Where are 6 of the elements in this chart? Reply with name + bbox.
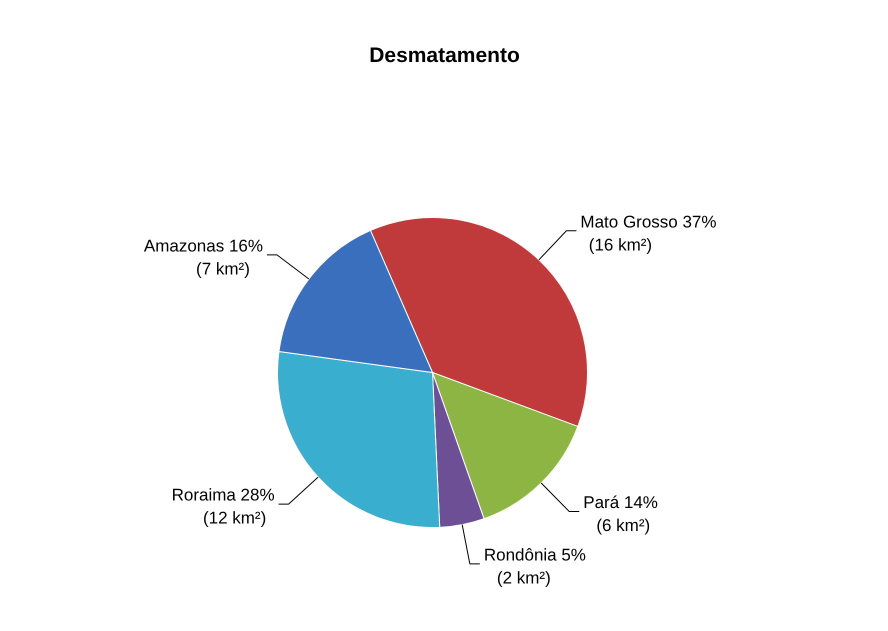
slice-label: Amazonas 16% (7 km²) [144,236,263,278]
slice-label: Mato Grosso 37% (16 km²) [580,212,716,254]
slice-label: Pará 14% (6 km²) [583,493,658,536]
slice-label: Rondônia 5% (2 km²) [484,545,586,588]
slice-label: Roraima 28% (12 km²) [172,486,275,528]
chart-title: Desmatamento [369,44,520,67]
